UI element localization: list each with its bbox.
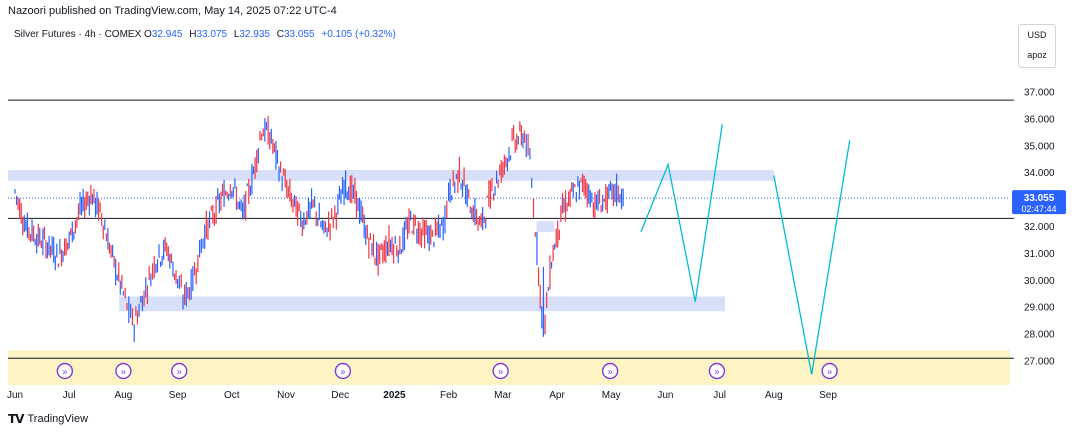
brand-name: TradingView	[27, 413, 89, 425]
last-price-tag	[1012, 190, 1066, 215]
legend-low-value: 32.935	[239, 29, 270, 40]
projection-line[interactable]	[773, 140, 851, 375]
bar-countdown: 02:47:44	[1021, 204, 1056, 214]
x-axis-tick-label: Jun	[657, 390, 673, 401]
event-marker-glyph: »	[121, 367, 126, 377]
unit-label: apoz	[1027, 50, 1047, 60]
legend-symbol[interactable]: Silver Futures · 4h · COMEX	[14, 29, 142, 40]
x-axis-tick-label: Sep	[819, 390, 837, 401]
publisher-line: Nazoori published on TradingView.com, Ma…	[8, 5, 337, 17]
x-axis-tick-label: Jun	[7, 390, 23, 401]
chart-legend: Silver Futures · 4h · COMEX O32.945 H33.…	[14, 29, 396, 40]
event-marker-icon[interactable]	[492, 362, 509, 380]
y-axis-tick-label: 36.000	[1024, 114, 1055, 125]
legend-change: +0.105 (+0.32%)	[321, 29, 396, 40]
currency-selector[interactable]: USD apoz	[1018, 24, 1056, 68]
event-marker-icon[interactable]	[601, 362, 619, 380]
x-axis-tick-label: Mar	[494, 390, 512, 401]
x-axis-tick-label: Jul	[713, 390, 726, 401]
event-marker-icon[interactable]	[171, 362, 188, 380]
x-axis-tick-label: Dec	[331, 390, 349, 401]
event-marker-icon[interactable]	[56, 362, 74, 380]
brand: 𝗧𝗩 TradingView	[8, 412, 88, 426]
y-axis-tick-label: 30.000	[1024, 276, 1055, 287]
event-marker-glyph: »	[608, 367, 613, 377]
x-axis-tick-label: Aug	[765, 390, 783, 401]
x-axis-tick-label: Aug	[115, 390, 133, 401]
last-price-value: 33.055	[1024, 193, 1055, 204]
x-axis-tick-label: Feb	[440, 390, 458, 401]
event-marker-glyph: »	[62, 367, 67, 377]
event-marker-glyph: »	[714, 367, 719, 377]
y-axis-tick-label: 35.000	[1024, 141, 1055, 152]
y-axis-tick-label: 29.000	[1024, 303, 1055, 314]
event-marker-glyph: »	[340, 367, 345, 377]
x-axis-tick-label: Sep	[169, 390, 187, 401]
price-zone[interactable]	[119, 296, 726, 312]
y-axis-tick-label: 34.000	[1024, 168, 1055, 179]
currency-label: USD	[1027, 30, 1047, 40]
bottom-zone	[8, 350, 1010, 385]
x-axis-tick-label: Apr	[549, 390, 565, 401]
x-axis-tick-label: Nov	[277, 390, 295, 401]
event-marker-icon[interactable]	[334, 362, 352, 380]
event-marker-glyph: »	[177, 367, 182, 377]
legend-close-value: 33.055	[283, 29, 315, 40]
event-marker-icon[interactable]	[115, 362, 132, 380]
event-marker-icon[interactable]	[821, 362, 838, 380]
y-axis-tick-label: 28.000	[1024, 330, 1055, 341]
legend-high-label: H	[189, 29, 197, 40]
legend-open-label: O	[144, 29, 152, 40]
x-axis-tick-label: 2025	[383, 390, 406, 401]
x-axis-tick-label: Oct	[224, 390, 240, 401]
y-axis-tick-label: 27.000	[1024, 357, 1055, 368]
legend-high-value: 33.075	[196, 29, 228, 40]
y-axis-tick-label: 32.000	[1024, 222, 1055, 233]
y-axis-tick-label: 31.000	[1024, 249, 1055, 260]
x-axis-tick-label: Jul	[63, 390, 76, 401]
event-marker-glyph: »	[827, 367, 832, 377]
tradingview-logo-icon: 𝗧𝗩	[8, 412, 25, 426]
legend-close-label: C	[276, 29, 284, 40]
price-zone[interactable]	[536, 221, 555, 232]
price-zone[interactable]	[8, 170, 774, 181]
event-marker-glyph: »	[498, 367, 503, 377]
x-axis-tick-label: May	[602, 390, 621, 401]
y-axis-tick-label: 37.000	[1024, 88, 1055, 99]
legend-open-value: 32.945	[151, 29, 183, 40]
projection-line[interactable]	[640, 124, 723, 302]
event-marker-icon[interactable]	[708, 362, 726, 380]
legend-low-label: L	[233, 29, 240, 40]
